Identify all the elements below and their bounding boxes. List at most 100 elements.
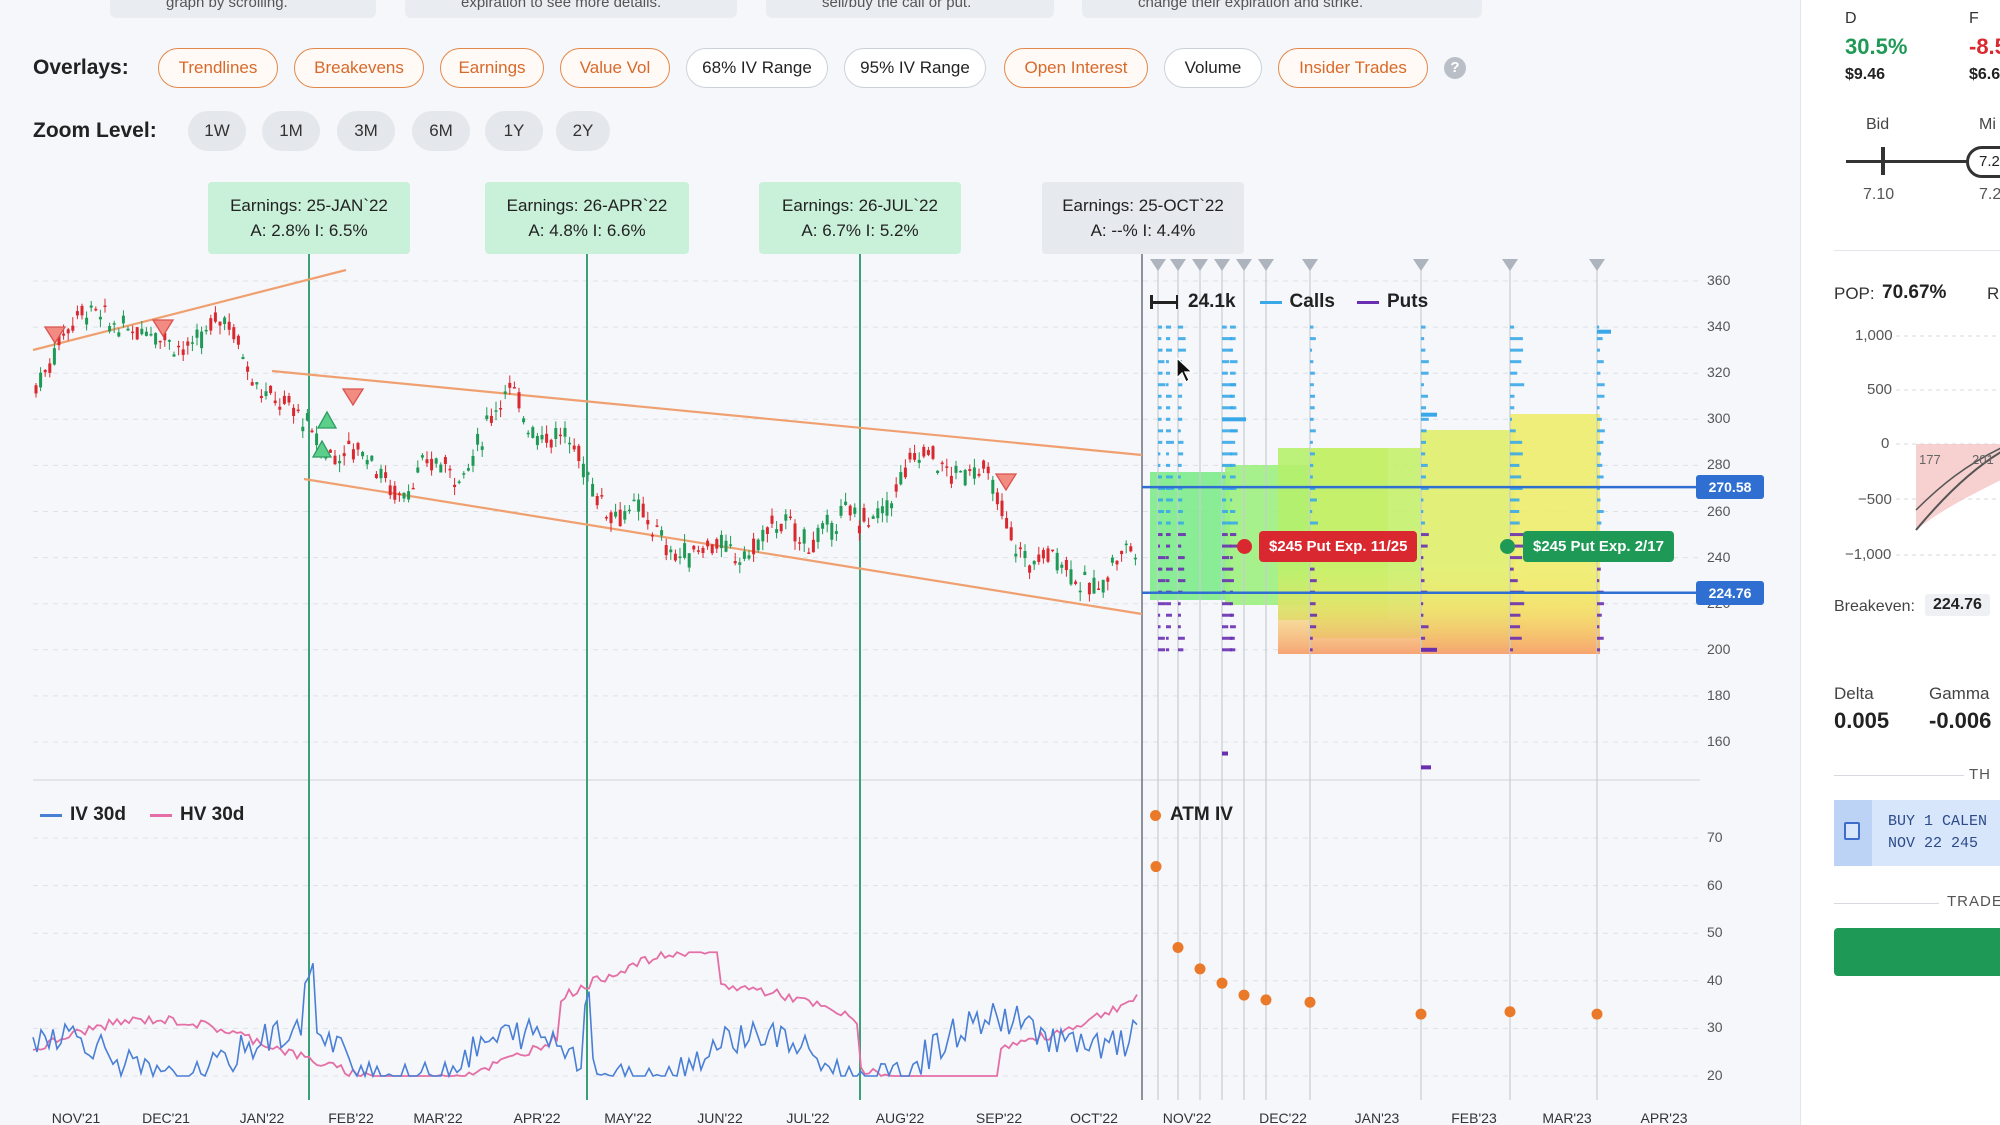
- hint-card: sell/buy the call or put.: [766, 0, 1054, 18]
- hv-legend-label: HV 30d: [179, 804, 245, 825]
- candle-body: [1133, 557, 1137, 560]
- candle-body: [591, 483, 595, 497]
- call-oi-bar: [1166, 498, 1173, 502]
- candle-body: [131, 331, 135, 334]
- call-oi-bar: [1230, 337, 1236, 341]
- candle-body: [292, 407, 296, 417]
- call-oi-bar: [1510, 325, 1515, 329]
- overlay-trendlines-button[interactable]: Trendlines: [158, 48, 278, 88]
- puts-legend-label: Puts: [1386, 291, 1429, 312]
- call-oi-bar: [1178, 463, 1182, 467]
- candle-body: [250, 382, 254, 386]
- divider: [1834, 250, 2000, 251]
- overlay-open-interest-button[interactable]: Open Interest: [1004, 48, 1148, 88]
- date-axis-tick: MAR'23: [1542, 1110, 1592, 1125]
- earnings-box[interactable]: Earnings: 26-JUL`22 A: 6.7% I: 5.2%: [759, 182, 961, 254]
- candle-body: [811, 539, 815, 553]
- call-oi-bar: [1421, 394, 1428, 398]
- candle-body: [356, 443, 360, 450]
- candle-body: [572, 445, 576, 450]
- zoom-3m-button[interactable]: 3M: [337, 111, 395, 151]
- candle-body: [982, 460, 986, 469]
- candle-body: [407, 491, 411, 500]
- put-oi-bar: [1230, 602, 1233, 606]
- call-oi-bar: [1222, 417, 1246, 422]
- candle-body: [742, 551, 746, 559]
- call-oi-bar: [1510, 521, 1520, 525]
- earnings-box[interactable]: Earnings: 25-JAN`22 A: 2.8% I: 6.5%: [208, 182, 410, 254]
- call-oi-bar: [1158, 475, 1162, 479]
- candle-body: [315, 433, 319, 446]
- candle-body: [1124, 543, 1128, 546]
- pl-x-tick: 201: [1972, 452, 1994, 467]
- candle-body: [926, 450, 930, 455]
- candle-body: [430, 458, 434, 471]
- candle-body: [922, 446, 926, 457]
- candle-body: [839, 506, 843, 516]
- candle-body: [1087, 582, 1091, 595]
- date-axis-tick: APR'22: [513, 1110, 561, 1125]
- zoom-2y-button[interactable]: 2Y: [556, 111, 610, 151]
- hint-text: sell/buy the call or put.: [822, 0, 972, 11]
- put-oi-bar: [1597, 648, 1601, 652]
- overlay-95-iv-range-button[interactable]: 95% IV Range: [844, 48, 986, 88]
- position-pill-put-1125[interactable]: $245 Put Exp. 11/25: [1259, 531, 1418, 562]
- candle-body: [710, 544, 714, 554]
- overlay-value-vol-button[interactable]: Value Vol: [560, 48, 670, 88]
- candle-body: [361, 451, 365, 457]
- candle-body: [328, 449, 332, 453]
- place-trade-button[interactable]: [1834, 928, 2000, 976]
- overlay-insider-trades-button[interactable]: Insider Trades: [1278, 48, 1428, 88]
- iv-legend-label: IV 30d: [70, 804, 126, 825]
- hint-card: change their expiration and strike.: [1082, 0, 1482, 18]
- candle-body: [480, 446, 484, 450]
- zoom-1m-button[interactable]: 1M: [262, 111, 320, 151]
- candle-body: [632, 499, 636, 502]
- candle-body: [121, 315, 125, 324]
- zoom-1w-button[interactable]: 1W: [188, 111, 246, 151]
- call-oi-bar: [1310, 325, 1314, 329]
- candle-body: [89, 305, 93, 308]
- call-oi-bar: [1166, 348, 1173, 352]
- d-percent: 30.5%: [1845, 34, 1908, 59]
- candle-body: [1129, 546, 1133, 552]
- date-axis-tick: JAN'22: [239, 1110, 285, 1125]
- earnings-box[interactable]: Earnings: 25-OCT`22 A: --% I: 4.4%: [1042, 182, 1244, 254]
- iv-axis-tick: 20: [1707, 1067, 1723, 1083]
- call-oi-bar: [1230, 452, 1233, 456]
- call-oi-bar: [1158, 360, 1165, 364]
- help-icon[interactable]: ?: [1444, 57, 1466, 79]
- mid-price-slider-handle[interactable]: 7.2: [1966, 146, 2000, 178]
- hint-text: change their expiration and strike.: [1138, 0, 1364, 11]
- calls-legend-swatch: [1259, 300, 1282, 304]
- candle-body: [117, 332, 121, 337]
- iv-30d-line: [32, 963, 1138, 1079]
- zoom-1y-button[interactable]: 1Y: [485, 111, 543, 151]
- call-oi-bar: [1158, 463, 1161, 467]
- overlay-68-iv-range-button[interactable]: 68% IV Range: [686, 48, 828, 88]
- call-oi-bar: [1222, 429, 1238, 433]
- copy-icon[interactable]: [1844, 822, 1860, 840]
- bid-slider-handle[interactable]: [1881, 147, 1885, 175]
- call-oi-bar: [1597, 360, 1604, 364]
- earnings-box[interactable]: Earnings: 26-APR`22 A: 4.8% I: 6.6%: [485, 182, 689, 254]
- call-oi-bar: [1421, 440, 1426, 444]
- candle-body: [696, 550, 700, 552]
- zoom-6m-button[interactable]: 6M: [412, 111, 470, 151]
- overlay-volume-button[interactable]: Volume: [1164, 48, 1262, 88]
- candle-body: [259, 395, 263, 399]
- position-pill-put-217[interactable]: $245 Put Exp. 2/17: [1523, 531, 1674, 562]
- call-oi-bar: [1597, 394, 1605, 398]
- candle-body: [545, 433, 549, 443]
- put-oi-bar: [1597, 613, 1602, 617]
- candle-body: [508, 382, 512, 388]
- atm-iv-point: [1415, 1008, 1427, 1020]
- price-slider-track[interactable]: [1846, 160, 2000, 163]
- candle-body: [512, 387, 516, 389]
- put-oi-bar: [1222, 648, 1233, 652]
- overlay-breakevens-button[interactable]: Breakevens: [294, 48, 424, 88]
- candle-body: [972, 467, 976, 479]
- overlay-earnings-button[interactable]: Earnings: [440, 48, 544, 88]
